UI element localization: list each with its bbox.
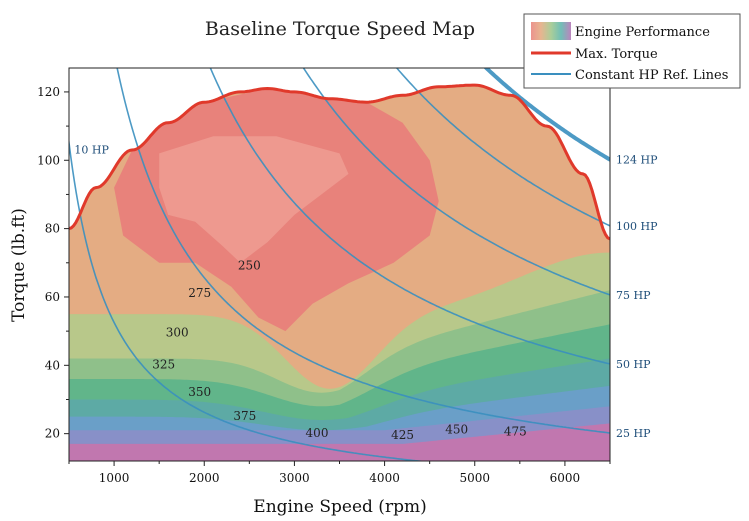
constant-hp-lines bbox=[69, 68, 610, 461]
y-tick-label-20: 20 bbox=[45, 427, 60, 441]
x-tick-label-4000: 4000 bbox=[369, 471, 400, 485]
hp-label-124: 124 HP bbox=[616, 154, 658, 167]
hp-label-75: 75 HP bbox=[616, 289, 651, 302]
legend: Engine Performance Max. Torque Constant … bbox=[523, 13, 741, 89]
max-torque-line bbox=[69, 83, 610, 241]
hp-line-100 bbox=[395, 68, 610, 227]
y-tick-label-100: 100 bbox=[37, 153, 60, 167]
chart-title: Baseline Torque Speed Map bbox=[205, 18, 475, 40]
hp-label-10: 10 HP bbox=[74, 143, 109, 156]
y-axis-label: Torque (lb.ft) bbox=[9, 208, 29, 322]
contour-label-400: 400 bbox=[306, 426, 329, 440]
legend-engine-performance-swatch bbox=[531, 22, 571, 40]
hp-labels: 10 HP 25 HP 50 HP 75 HP 100 HP 124 HP bbox=[74, 143, 658, 440]
y-tick-label-120: 120 bbox=[37, 85, 60, 99]
hp-line-50 bbox=[209, 68, 610, 365]
hp-line-25 bbox=[116, 68, 610, 434]
plot-area: 250 275 300 325 350 375 400 425 450 475 bbox=[68, 67, 611, 462]
performance-bands bbox=[69, 68, 610, 461]
y-tick-label-80: 80 bbox=[45, 222, 60, 236]
hp-label-100: 100 HP bbox=[616, 220, 658, 233]
x-tick-label-1000: 1000 bbox=[99, 471, 130, 485]
contour-label-450: 450 bbox=[445, 423, 468, 437]
efficiency-contour-labels: 250 275 300 325 350 375 400 425 450 475 bbox=[152, 259, 527, 442]
x-tick-label-6000: 6000 bbox=[550, 471, 581, 485]
contour-label-325: 325 bbox=[152, 358, 175, 372]
hp-line-75 bbox=[302, 68, 610, 296]
x-tick-label-2000: 2000 bbox=[189, 471, 220, 485]
x-tick-label-5000: 5000 bbox=[459, 471, 490, 485]
band-250 bbox=[159, 136, 349, 263]
band-475 bbox=[69, 423, 610, 461]
contour-label-250: 250 bbox=[238, 259, 261, 273]
x-axis: 1000 2000 3000 4000 5000 6000 bbox=[68, 461, 611, 485]
contour-label-475: 475 bbox=[504, 424, 527, 438]
y-tick-label-40: 40 bbox=[45, 358, 60, 372]
hp-label-50: 50 HP bbox=[616, 358, 651, 371]
legend-max-torque-label: Max. Torque bbox=[575, 47, 658, 62]
hp-line-124 bbox=[483, 68, 610, 162]
contour-label-425: 425 bbox=[391, 428, 414, 442]
x-tick-label-3000: 3000 bbox=[279, 471, 310, 485]
y-axis: 20 40 60 80 100 120 bbox=[37, 85, 69, 441]
y-tick-label-60: 60 bbox=[45, 290, 60, 304]
contour-label-350: 350 bbox=[188, 385, 211, 399]
hp-line-10 bbox=[69, 136, 427, 461]
contour-label-300: 300 bbox=[166, 325, 189, 339]
x-axis-label: Engine Speed (rpm) bbox=[253, 497, 426, 517]
legend-constant-hp-label: Constant HP Ref. Lines bbox=[575, 68, 728, 83]
contour-label-275: 275 bbox=[188, 286, 211, 300]
max-torque-group bbox=[69, 83, 610, 241]
legend-engine-performance-label: Engine Performance bbox=[575, 25, 710, 40]
hp-label-25: 25 HP bbox=[616, 427, 651, 440]
contour-label-375: 375 bbox=[233, 409, 256, 423]
